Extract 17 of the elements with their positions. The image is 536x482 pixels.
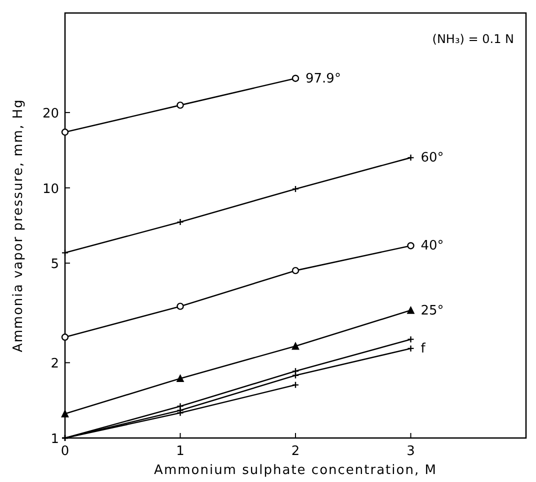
y-tick-label: 2 — [50, 356, 59, 372]
annotation: (NH₃) = 0.1 N — [432, 32, 514, 46]
x-axis-title: Ammonium sulphate concentration, M — [154, 463, 437, 478]
series-label: 40° — [420, 238, 444, 254]
series-label: 60° — [420, 150, 444, 166]
series-label: 25° — [420, 303, 444, 318]
x-tick-label: 1 — [176, 444, 184, 459]
y-tick-label: 1 — [50, 432, 59, 447]
y-tick-label: 10 — [42, 182, 59, 197]
x-tick-label: 0 — [60, 444, 70, 459]
y-tick-label: 20 — [42, 106, 59, 122]
y-tick-label: 5 — [50, 257, 59, 272]
series-label: 97.9° — [306, 71, 341, 86]
y-axis-title: Ammonia vapor pressure, mm, Hg — [11, 98, 26, 352]
x-tick-label: 3 — [406, 444, 415, 459]
x-tick-label: 2 — [291, 444, 300, 459]
series-label: f — [420, 341, 426, 356]
